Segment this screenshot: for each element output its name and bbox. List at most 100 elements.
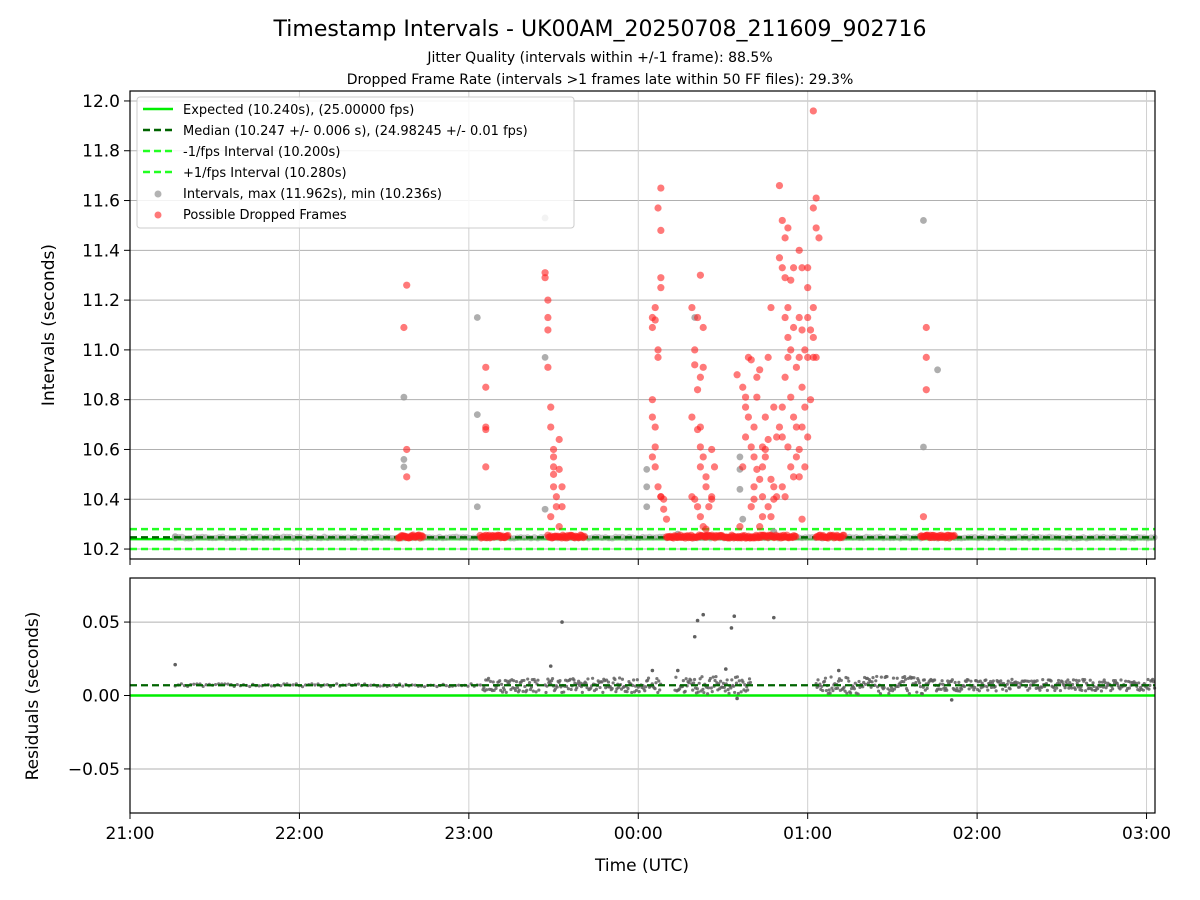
residual-point <box>1151 677 1155 681</box>
dropped-frame-point <box>795 473 803 481</box>
residual-point <box>1006 679 1010 683</box>
residual-point <box>1028 686 1032 690</box>
dropped-frame-point <box>403 281 411 289</box>
residual-point <box>573 681 577 685</box>
dropped-frame-point <box>741 393 750 401</box>
residual-point <box>945 688 949 692</box>
dropped-frame-point <box>787 346 795 354</box>
intervals-legend: Expected (10.240s), (25.00000 fps) Media… <box>136 96 575 229</box>
dropped-frame-point <box>504 531 512 540</box>
residual-point <box>697 681 701 685</box>
dropped-frame-point <box>741 433 750 441</box>
legend-swatch-dropped <box>154 211 162 219</box>
residual-point <box>723 689 727 693</box>
residual-point <box>863 682 868 686</box>
residual-point <box>1004 689 1008 693</box>
residual-point <box>933 678 937 682</box>
dropped-frame-point <box>580 532 589 540</box>
dropped-frame-point <box>547 403 555 411</box>
residual-point <box>1148 683 1152 687</box>
residual-point <box>537 688 541 692</box>
dropped-frame-point <box>784 224 792 232</box>
residual-point <box>1015 681 1020 685</box>
dropped-frame-point <box>781 274 789 282</box>
residual-point <box>569 687 573 692</box>
dropped-frame-point <box>648 323 656 332</box>
legend-label-plus-one-frame: +1/fps Interval (10.280s) <box>183 166 347 181</box>
residual-point <box>655 676 659 681</box>
y-tick-label: 10.6 <box>82 440 120 460</box>
chart-subtitle-jitter: Jitter Quality (intervals within +/-1 fr… <box>426 50 772 66</box>
residual-point <box>713 678 717 683</box>
residual-point <box>999 679 1003 683</box>
residual-point <box>1010 677 1014 681</box>
residual-point <box>830 686 834 690</box>
residual-point <box>422 685 427 689</box>
dropped-frame-point <box>555 465 563 473</box>
residual-point <box>1055 686 1059 690</box>
residual-point <box>695 687 699 691</box>
residual-point <box>492 688 496 693</box>
residual-point <box>626 686 630 691</box>
dropped-frame-point <box>806 326 815 334</box>
dropped-frame-point <box>795 445 803 454</box>
legend-item-expected: Expected (10.240s), (25.00000 fps) <box>143 103 414 118</box>
residual-point <box>719 679 723 683</box>
residual-point <box>734 681 739 685</box>
residual-point <box>1035 679 1039 683</box>
dropped-frame-point <box>758 463 767 471</box>
residual-point <box>816 678 820 682</box>
residual-point <box>618 676 622 680</box>
residual-point <box>444 684 448 688</box>
interval-point <box>643 503 651 511</box>
residual-point <box>562 690 566 694</box>
residual-point <box>914 680 918 685</box>
residual-point <box>653 687 657 691</box>
dropped-frame-point <box>812 194 820 202</box>
residuals-x-ticks: 21:00 22:00 23:00 00:00 01:00 02:00 03:00 <box>106 813 1171 844</box>
dropped-frame-point <box>756 523 764 531</box>
residual-point <box>523 684 527 689</box>
dropped-frame-point <box>654 346 662 354</box>
residual-point <box>847 679 851 683</box>
residual-point <box>698 677 702 681</box>
dropped-frame-point <box>747 356 755 364</box>
dropped-frame-point <box>787 276 795 284</box>
residual-point <box>845 691 849 695</box>
dropped-frame-point <box>815 234 823 242</box>
residual-point <box>747 677 752 681</box>
residual-point <box>401 684 405 688</box>
residual-point <box>192 682 196 686</box>
residual-point <box>545 684 549 688</box>
dropped-frame-point <box>758 493 767 501</box>
residual-point <box>674 675 678 679</box>
dropped-frame-point <box>789 473 798 481</box>
dropped-frame-point <box>657 184 665 192</box>
dropped-frame-point <box>798 515 806 523</box>
dropped-frame-point <box>702 525 710 533</box>
residual-point <box>617 685 621 689</box>
residual-point <box>572 678 576 682</box>
residual-point <box>488 679 493 683</box>
interval-point <box>739 515 747 523</box>
interval-point <box>400 456 408 463</box>
residuals-points <box>130 612 1157 702</box>
y-tick-label: 11.0 <box>82 341 120 361</box>
residual-point <box>521 689 525 694</box>
residual-point <box>904 677 908 681</box>
legend-swatch-intervals <box>154 190 162 198</box>
dropped-frame-point <box>761 453 769 461</box>
residual-point <box>625 690 629 694</box>
residual-point <box>291 683 295 687</box>
residual-point <box>1058 688 1063 693</box>
dropped-frame-point <box>767 303 775 312</box>
residual-point <box>517 688 521 692</box>
dropped-frame-point <box>702 483 710 491</box>
dropped-frame-point <box>778 483 786 491</box>
residual-point <box>736 691 740 696</box>
residual-point <box>735 696 739 701</box>
dropped-frame-point <box>773 433 781 441</box>
dropped-frame-point <box>778 433 786 441</box>
residual-point <box>606 680 611 684</box>
residual-point <box>684 677 688 681</box>
